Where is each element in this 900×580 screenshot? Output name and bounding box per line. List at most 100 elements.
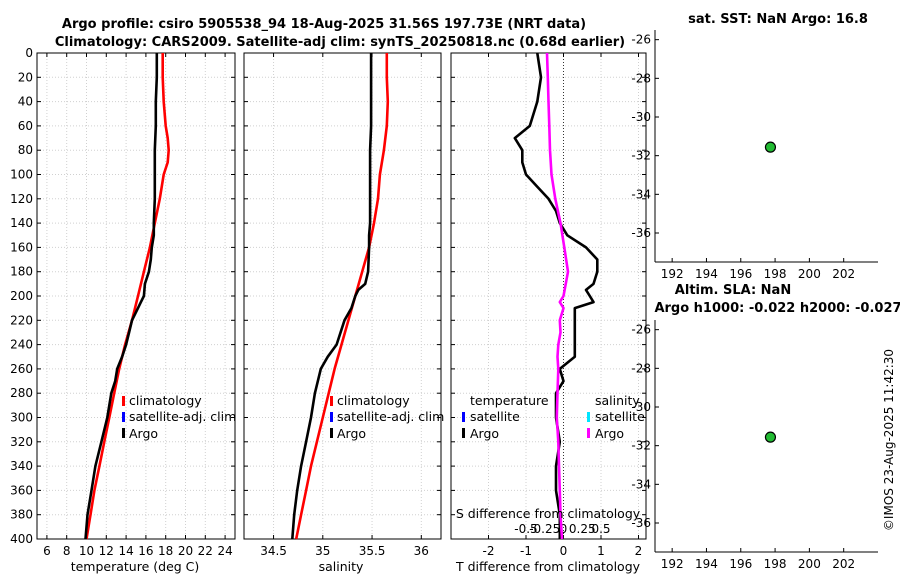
salinity-xlabel: salinity xyxy=(319,559,364,574)
sst-map-panel: 192 194 196 198 200 202 -26 -28 -30 -32 -34 -36 xyxy=(631,30,878,281)
s-tick-label: -0.25 xyxy=(529,522,560,536)
legend-swatch-climatology xyxy=(122,396,125,406)
map-x-tick-label: 194 xyxy=(695,267,718,281)
s-tick-label: 0.5 xyxy=(591,522,610,536)
difference-xlabel: T difference from climatology xyxy=(455,559,641,574)
map-x-tick-label: 200 xyxy=(798,557,821,571)
legend-swatch-argo xyxy=(122,428,125,438)
legend-label-s-argo: Argo xyxy=(595,426,624,441)
x-tick-label: -1 xyxy=(520,544,532,558)
temperature-xlabel: temperature (deg C) xyxy=(71,559,200,574)
y-tick-label: 0 xyxy=(25,46,33,60)
map-y-tick-label: -30 xyxy=(631,400,651,414)
difference-s-xlabel: S difference from climatology xyxy=(456,506,641,521)
x-tick-label: -2 xyxy=(483,544,495,558)
y-tick-label: 100 xyxy=(10,168,33,182)
map-x-tick-label: 192 xyxy=(661,267,684,281)
y-tick-label: 80 xyxy=(18,143,33,157)
map-y-tick-label: -36 xyxy=(631,516,651,530)
x-tick-label: 10 xyxy=(79,544,94,558)
legend-swatch-t-argo xyxy=(462,428,465,438)
map-x-tick-label: 202 xyxy=(832,557,855,571)
temperature-profile-panel: 6 8 10 12 14 16 18 20 22 240204060801001201401601… xyxy=(10,46,236,558)
series-line-argo xyxy=(291,53,373,540)
y-tick-label: 140 xyxy=(10,216,33,230)
y-tick-label: 360 xyxy=(10,483,33,497)
x-tick-label: 2 xyxy=(635,544,643,558)
legend-swatch-argo xyxy=(330,428,333,438)
map-x-tick-label: 200 xyxy=(798,267,821,281)
temperature-legend: climatology satellite-adj. clim Argo xyxy=(122,393,236,441)
map-y-tick-label: -26 xyxy=(631,323,651,337)
x-tick-label: 35 xyxy=(315,544,330,558)
y-tick-label: 120 xyxy=(10,192,33,206)
s-tick-label: 0 xyxy=(560,522,568,536)
y-tick-label: 60 xyxy=(18,119,33,133)
s-tick-label: -0.5 xyxy=(514,522,537,536)
map-y-tick-label: -26 xyxy=(631,33,651,47)
x-tick-label: 22 xyxy=(198,544,213,558)
series-line-s-difference-argo xyxy=(545,52,570,540)
y-tick-label: 380 xyxy=(10,508,33,522)
figure-title-line2: Climatology: CARS2009. Satellite-adj cli… xyxy=(55,35,625,50)
legend-swatch-climatology xyxy=(330,396,333,406)
map-y-tick-label: -32 xyxy=(631,149,651,163)
x-tick-label: 35.5 xyxy=(359,544,386,558)
y-tick-label: 40 xyxy=(18,95,33,109)
y-tick-label: 340 xyxy=(10,459,33,473)
map-x-tick-label: 196 xyxy=(729,557,752,571)
legend-swatch-s-satellite xyxy=(587,412,590,422)
difference-profile-panel: -2 -1 0 1 2 -0.5-0.25 0 0.250.5 xyxy=(450,52,647,558)
map-x-tick-label: 198 xyxy=(764,267,787,281)
difference-legend: temperature salinity satellite Argo sate… xyxy=(462,393,645,441)
x-tick-label: 0 xyxy=(560,544,568,558)
x-tick-label: 18 xyxy=(158,544,173,558)
x-tick-label: 14 xyxy=(118,544,133,558)
map-x-tick-label: 194 xyxy=(695,557,718,571)
map-y-tick-label: -28 xyxy=(631,361,651,375)
y-tick-label: 320 xyxy=(10,435,33,449)
argo-location-marker xyxy=(764,431,777,443)
x-tick-label: 20 xyxy=(178,544,193,558)
legend-title-salinity: salinity xyxy=(595,393,640,408)
y-tick-label: 200 xyxy=(10,289,33,303)
s-tick-label: 0.25 xyxy=(569,522,596,536)
y-tick-label: 300 xyxy=(10,411,33,425)
y-tick-label: 220 xyxy=(10,313,33,327)
sla-map-panel: 192 194 196 198 200 202 -26 -28 -30 -32 -34 -36 xyxy=(631,320,878,571)
legend-swatch-t-satellite xyxy=(462,412,465,422)
map-x-tick-label: 192 xyxy=(661,557,684,571)
map-x-tick-label: 198 xyxy=(764,557,787,571)
sla-map-title-line1: Altim. SLA: NaN xyxy=(675,283,791,298)
map-y-tick-label: -30 xyxy=(631,110,651,124)
argo-location-marker xyxy=(764,141,777,153)
legend-swatch-s-argo xyxy=(587,428,590,438)
map-y-tick-label: -34 xyxy=(631,477,651,491)
x-tick-label: 6 xyxy=(43,544,51,558)
x-tick-label: 12 xyxy=(99,544,114,558)
map-x-tick-label: 202 xyxy=(832,267,855,281)
y-tick-label: 180 xyxy=(10,265,33,279)
map-y-tick-label: -28 xyxy=(631,71,651,85)
x-tick-label: 36 xyxy=(414,544,429,558)
legend-title-temperature: temperature xyxy=(470,393,549,408)
imos-credit: ©IMOS 23-Aug-2025 11:42:30 xyxy=(882,349,896,531)
legend-label-t-argo: Argo xyxy=(470,426,499,441)
salinity-legend: climatology satellite-adj. clim Argo xyxy=(330,393,444,441)
legend-label-argo: Argo xyxy=(337,426,366,441)
legend-label-satellite-adj: satellite-adj. clim xyxy=(129,409,236,424)
x-tick-label: 34.5 xyxy=(260,544,287,558)
map-y-tick-label: -36 xyxy=(631,226,651,240)
legend-label-satellite-adj: satellite-adj. clim xyxy=(337,409,444,424)
legend-label-s-satellite: satellite xyxy=(595,409,645,424)
legend-swatch-satellite-adj xyxy=(330,412,333,422)
legend-label-climatology: climatology xyxy=(337,393,410,408)
legend-label-t-satellite: satellite xyxy=(470,409,520,424)
series-line-climatology xyxy=(294,53,390,540)
sst-map-title: sat. SST: NaN Argo: 16.8 xyxy=(688,12,868,27)
salinity-profile-panel: 34.5 35 35.5 36 xyxy=(243,52,442,558)
map-x-tick-label: 196 xyxy=(729,267,752,281)
series-line-argo xyxy=(84,53,159,540)
legend-label-climatology: climatology xyxy=(129,393,202,408)
